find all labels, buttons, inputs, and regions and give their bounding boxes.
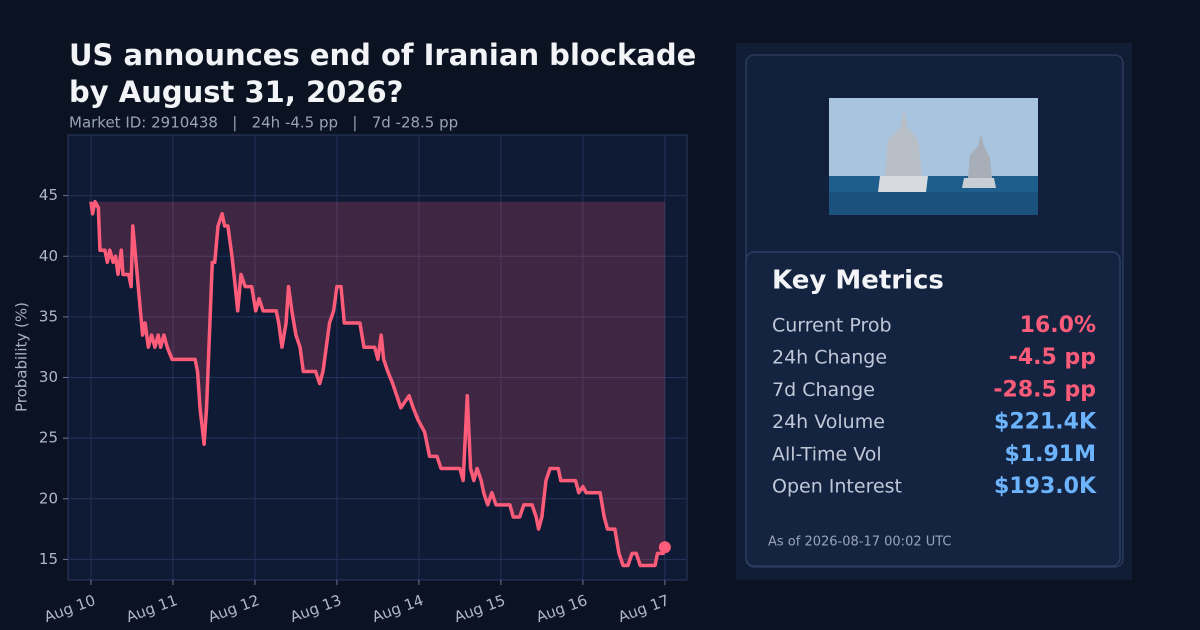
metric-value: $193.0K [994, 474, 1097, 499]
metric-label: 24h Change [772, 347, 887, 369]
photo [829, 98, 1038, 215]
y-tick-label: 25 [39, 429, 58, 447]
title-line: by August 31, 2026? [69, 75, 403, 109]
metric-value: -4.5 pp [1009, 345, 1096, 370]
metric-label: 7d Change [772, 379, 875, 401]
metric-value: $221.4K [994, 410, 1097, 435]
subtitle: Market ID: 2910438 | 24h -4.5 pp | 7d -2… [69, 114, 458, 132]
metric-label: All-Time Vol [772, 443, 882, 465]
ship [878, 176, 928, 192]
y-tick-label: 15 [39, 550, 58, 568]
y-axis-label: Probability (%) [13, 302, 31, 412]
y-tick-label: 45 [39, 186, 58, 204]
title-line: US announces end of Iranian blockade [69, 38, 696, 72]
metrics-card [745, 251, 1121, 567]
metric-label: Open Interest [772, 476, 902, 498]
metric-label: 24h Volume [772, 411, 885, 433]
wave [829, 192, 1038, 215]
metric-value: 16.0% [1020, 313, 1096, 338]
ship [962, 178, 996, 188]
metrics-heading: Key Metrics [772, 266, 944, 296]
y-tick-label: 30 [39, 368, 58, 386]
metric-label: Current Prob [772, 315, 892, 337]
line [89, 199, 667, 568]
area-fill [90, 201, 665, 566]
metric-value: -28.5 pp [993, 377, 1096, 402]
timestamp: As of 2026-08-17 00:02 UTC [768, 535, 952, 550]
metrics-list: Current Prob 16.0% 24h Change -4.5 pp 7d Cha… [772, 313, 1097, 499]
y-tick-label: 20 [39, 489, 58, 507]
ship [968, 134, 992, 178]
ship [885, 110, 922, 176]
metric-value: $1.91M [1005, 442, 1096, 467]
end-point [658, 541, 671, 554]
y-tick-label: 35 [39, 307, 58, 325]
y-tick-label: 40 [39, 247, 58, 265]
